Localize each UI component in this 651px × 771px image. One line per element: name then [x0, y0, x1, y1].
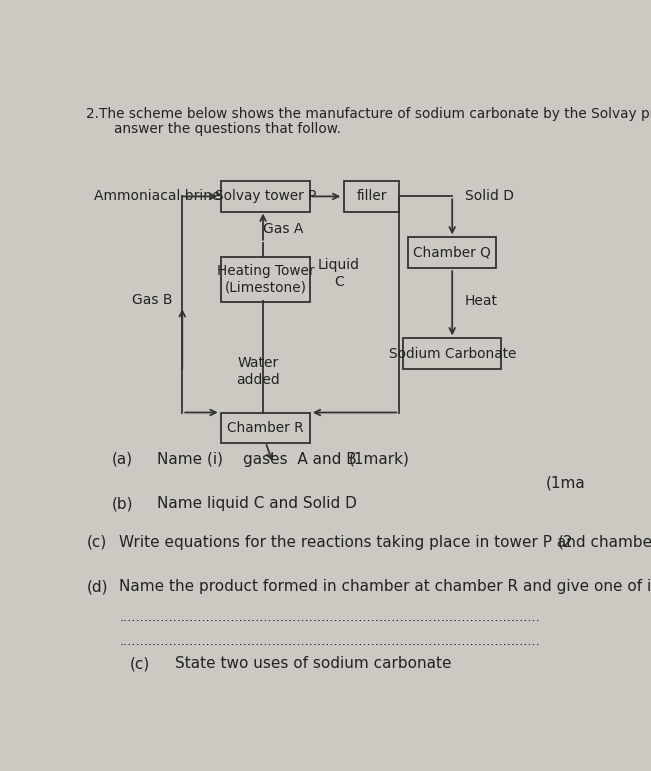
- Text: filler: filler: [356, 190, 387, 204]
- Bar: [221, 412, 310, 443]
- Bar: [221, 181, 310, 212]
- Text: Gas B: Gas B: [132, 293, 173, 308]
- Text: (c): (c): [130, 656, 150, 672]
- Text: Water
added: Water added: [236, 356, 280, 386]
- Text: Chamber R: Chamber R: [227, 421, 304, 435]
- Text: Write equations for the reactions taking place in tower P and chamber R: Write equations for the reactions taking…: [119, 534, 651, 550]
- Bar: [344, 181, 399, 212]
- Bar: [221, 258, 310, 301]
- Text: Name liquid C and Solid D: Name liquid C and Solid D: [157, 496, 357, 511]
- Text: (d): (d): [87, 579, 108, 594]
- Text: (b): (b): [112, 496, 133, 511]
- Text: gases  A and B: gases A and B: [243, 452, 357, 466]
- Text: (a): (a): [112, 452, 133, 466]
- Text: Chamber Q: Chamber Q: [413, 246, 491, 260]
- Text: Solvay tower P: Solvay tower P: [215, 190, 316, 204]
- Text: (2: (2: [558, 534, 574, 550]
- Text: (1mark): (1mark): [349, 452, 409, 466]
- Text: (c): (c): [87, 534, 107, 550]
- Text: Gas A: Gas A: [263, 222, 303, 236]
- Text: Heat: Heat: [465, 295, 498, 308]
- Text: (1ma: (1ma: [546, 475, 585, 490]
- Text: ................................................................................: ........................................…: [119, 611, 540, 624]
- Bar: [403, 338, 501, 369]
- Text: Name the product formed in chamber at chamber R and give one of its use: Name the product formed in chamber at ch…: [119, 579, 651, 594]
- Text: ................................................................................: ........................................…: [119, 635, 540, 648]
- Text: Heating Tower
(Limestone): Heating Tower (Limestone): [217, 264, 314, 295]
- Text: State two uses of sodium carbonate: State two uses of sodium carbonate: [174, 656, 451, 672]
- Text: Name (i): Name (i): [157, 452, 223, 466]
- Text: Ammoniacal brine: Ammoniacal brine: [94, 190, 221, 204]
- Bar: [408, 237, 496, 268]
- Text: answer the questions that follow.: answer the questions that follow.: [114, 122, 341, 136]
- Text: 2.The scheme below shows the manufacture of sodium carbonate by the Solvay proce: 2.The scheme below shows the manufacture…: [87, 107, 651, 121]
- Text: Solid D: Solid D: [465, 190, 514, 204]
- Text: Sodium Carbonate: Sodium Carbonate: [389, 347, 516, 361]
- Text: Liquid
C: Liquid C: [318, 258, 360, 288]
